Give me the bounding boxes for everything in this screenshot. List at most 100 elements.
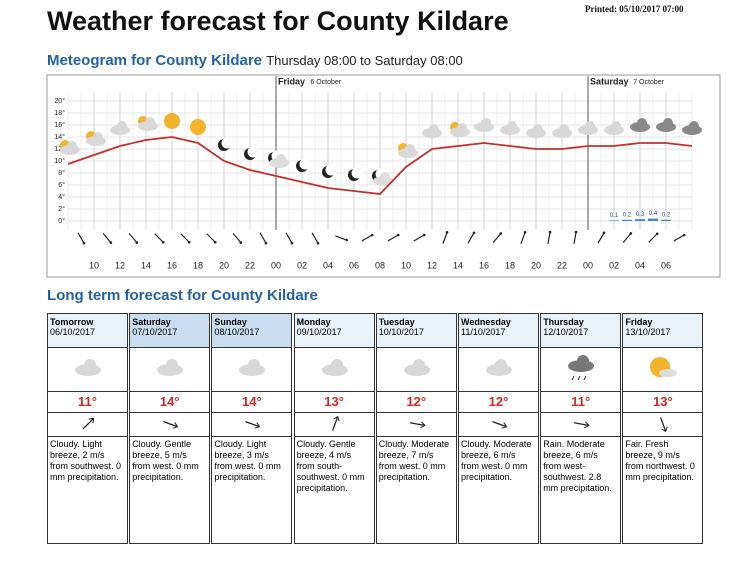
icon [409, 421, 426, 429]
cloud-icon [533, 124, 543, 134]
wind-arrow-head [499, 232, 503, 235]
wind-arrow-head [213, 240, 217, 244]
forecast-column: Monday 09/10/2017 13° Cloudy. Gentle breeze… [293, 313, 375, 544]
wind-arrow [520, 232, 526, 244]
wind-arrow [180, 233, 190, 243]
precipitation-bar [609, 220, 619, 221]
wind-arrow [387, 234, 399, 242]
moon-icon [221, 137, 233, 149]
cloud-icon [481, 118, 491, 128]
cloud-icon [276, 154, 286, 164]
y-tick-label: 0° [58, 217, 65, 225]
cloud-icon [93, 132, 103, 142]
x-tick-label: 16 [167, 260, 177, 270]
forecast-column: Tomorrow 06/10/2017 11° Cloudy. Light breez… [47, 313, 128, 544]
wind-arrow-head [548, 230, 552, 234]
cloud-icon [689, 121, 699, 131]
forecast-column: Sunday 08/10/2017 14° Cloudy. Light breeze,… [211, 313, 293, 544]
day-name: Wednesday [461, 317, 511, 327]
wind-cell [130, 413, 210, 437]
icon [331, 415, 340, 431]
icon-cell [376, 348, 456, 392]
wind-arrow [673, 234, 685, 242]
sun-icon [190, 119, 206, 135]
temperature: 11° [541, 392, 621, 413]
cloud-icon [457, 123, 467, 133]
day-date: 13/10/2017 [625, 327, 671, 337]
wind-arrow [102, 233, 112, 243]
precipitation-label: 0.2 [662, 212, 671, 218]
wind-arrow [597, 232, 605, 244]
y-tick-label: 16° [54, 121, 65, 129]
day-date: 06/10/2017 [50, 327, 96, 337]
wind-arrow-head [396, 233, 400, 237]
description: Cloudy. Moderate breeze, 6 m/s from west… [461, 439, 532, 482]
wind-arrow [648, 233, 658, 243]
x-tick-label: 02 [609, 260, 619, 270]
precipitation-label: 0.3 [636, 212, 645, 218]
x-tick-label: 20 [531, 260, 541, 270]
x-tick-label: 22 [557, 260, 567, 270]
icon-cell [212, 348, 292, 392]
x-tick-label: 22 [245, 260, 255, 270]
wind-cell [541, 413, 621, 437]
forecast-column: Saturday 07/10/2017 14° Cloudy. Gentle bree… [129, 313, 211, 544]
precipitation-label: 0.1 [610, 213, 619, 219]
forecast-table: Tomorrow 06/10/2017 11° Cloudy. Light breez… [47, 313, 705, 544]
printed-date: Printed: 05/10/2017 07:00 [585, 4, 684, 14]
description: Rain. Moderate breeze, 6 m/s from west-s… [543, 439, 612, 493]
x-tick-label: 14 [141, 260, 151, 270]
column-header: Thursday 12/10/2017 [541, 314, 621, 348]
wind-arrow-head [655, 232, 659, 236]
temperature-line [67, 136, 693, 195]
x-tick-label: 10 [401, 260, 411, 270]
wind-arrow-head [82, 241, 86, 245]
wind-arrow-head [682, 233, 686, 237]
cloud-icon [507, 121, 517, 131]
description: Cloudy. Gentle breeze, 5 m/s from west. … [132, 439, 199, 482]
chart-subtitle: Thursday 08:00 to Saturday 08:00 [266, 53, 463, 68]
page-title: Weather forecast for County Kildare [47, 6, 509, 36]
icon [574, 421, 590, 429]
icon-cell [623, 348, 703, 392]
day-date: 08/10/2017 [214, 327, 260, 337]
meteogram: 0° 2° 4° 6° 8° 10° 12° 14° 16° 18° 20° 10 12 14 16 18 20… [46, 74, 721, 278]
x-tick-label: 00 [271, 260, 281, 270]
day-name: Friday [625, 317, 653, 327]
x-tick-label: 20 [219, 260, 229, 270]
chart-title: Meteogram for County Kildare [47, 52, 263, 69]
x-tick-label: 18 [505, 260, 515, 270]
wind-arrow [154, 233, 164, 243]
wind-arrow [311, 232, 319, 244]
y-tick-label: 18° [54, 109, 65, 117]
column-header: Friday 13/10/2017 [623, 314, 703, 348]
day-date: 6 October [310, 79, 341, 86]
cloud-icon [611, 121, 621, 131]
description: Cloudy. Gentle breeze, 4 m/s from south-… [296, 439, 365, 493]
wind-arrow-head [239, 241, 243, 244]
day-name: Saturday [132, 317, 171, 327]
day-name: Tomorrow [50, 317, 94, 327]
forecast-column: Friday 13/10/2017 13° Fair. Fresh breeze, 9… [622, 313, 704, 544]
temperature: 13° [623, 392, 703, 413]
icon-cell [294, 348, 374, 392]
icon [403, 359, 430, 376]
icon [568, 355, 595, 381]
wind-cell [459, 413, 538, 437]
day-name: Monday [296, 317, 331, 327]
wind-arrow [361, 234, 373, 242]
y-tick-label: 6° [58, 181, 65, 189]
icon [245, 420, 261, 429]
icon-cell [48, 348, 127, 392]
forecast-column: Tuesday 10/10/2017 12° Cloudy. Moderate bre… [375, 313, 457, 544]
column-header: Sunday 08/10/2017 [212, 314, 292, 348]
day-name: Thursday [543, 317, 584, 327]
wind-arrow [413, 234, 425, 242]
long-term-heading: Long term forecast for County Kildare [47, 287, 318, 304]
icon [157, 359, 184, 376]
column-header: Monday 09/10/2017 [294, 314, 374, 348]
cloud-icon [559, 124, 569, 134]
temperature: 12° [459, 392, 538, 413]
description: Cloudy. Light breeze, 2 m/s from southwe… [50, 439, 122, 482]
temperature: 14° [212, 392, 292, 413]
